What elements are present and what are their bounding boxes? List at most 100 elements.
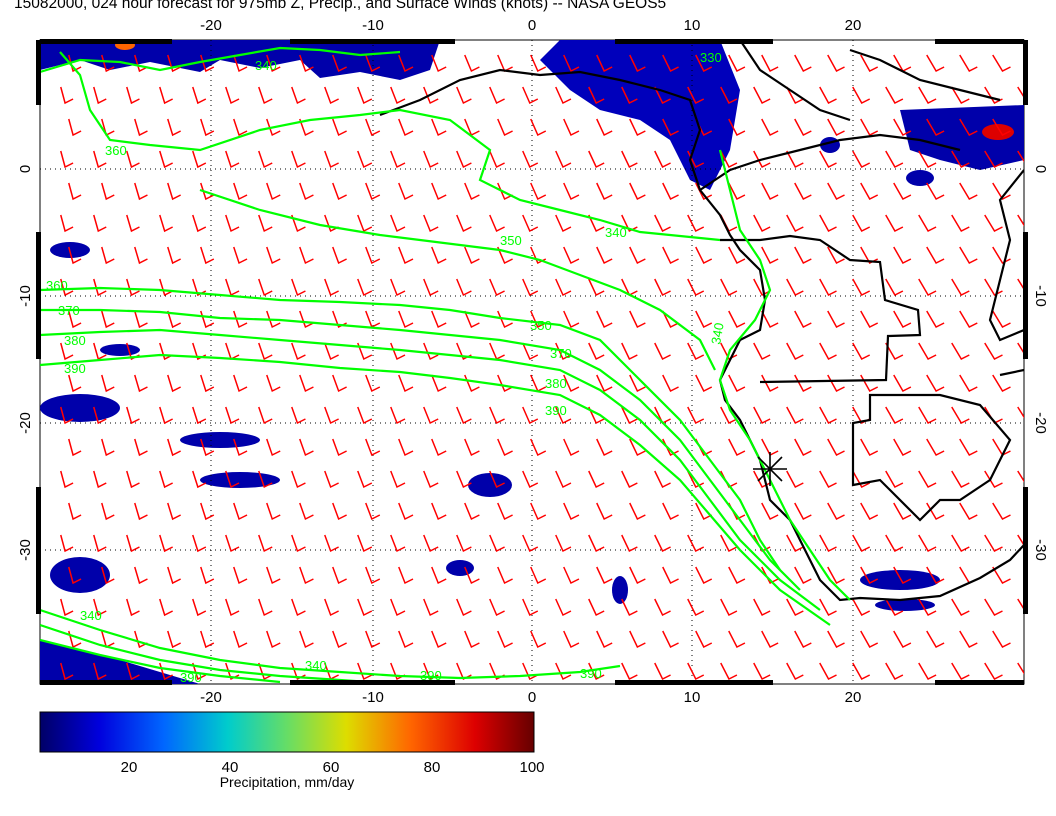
wind-barb xyxy=(588,406,605,425)
wind-barb xyxy=(390,278,406,297)
wind-barb xyxy=(324,406,339,425)
wind-barb xyxy=(357,86,373,105)
wind-barb xyxy=(522,470,539,489)
wind-barb xyxy=(60,342,74,361)
contour-label: 390 xyxy=(580,666,602,681)
wind-barb xyxy=(68,246,82,265)
wind-barb xyxy=(266,182,281,201)
wind-barb xyxy=(233,566,248,585)
wind-barb xyxy=(563,118,580,137)
wind-barb xyxy=(68,54,82,73)
wind-barbs xyxy=(60,54,1044,681)
wind-barb xyxy=(621,470,638,489)
wind-barb xyxy=(423,598,439,617)
wind-barb xyxy=(819,214,837,232)
wind-barb xyxy=(959,54,978,72)
wind-barb xyxy=(126,534,140,553)
wind-barb xyxy=(596,310,613,329)
wind-barb xyxy=(332,502,347,521)
wind-barb xyxy=(522,214,539,233)
wind-barb xyxy=(893,374,912,392)
wind-barb xyxy=(629,310,646,329)
wind-barb xyxy=(629,54,646,73)
wind-barb xyxy=(332,182,347,201)
wind-barb xyxy=(893,630,912,648)
wind-barb xyxy=(588,662,605,681)
wind-barb xyxy=(431,118,447,137)
wind-barb xyxy=(827,630,845,648)
wind-barb xyxy=(398,566,414,585)
wind-barb xyxy=(1026,567,1044,583)
wind-barb xyxy=(332,246,347,265)
wind-barb xyxy=(324,86,339,105)
wind-barb xyxy=(299,374,314,393)
wind-barb xyxy=(530,438,547,457)
wind-barb xyxy=(992,566,1011,584)
wind-barb xyxy=(68,502,82,521)
wind-barb xyxy=(332,118,347,137)
wind-barb xyxy=(596,54,613,73)
wind-barb xyxy=(398,310,414,329)
wind-barb xyxy=(126,214,140,233)
wind-barb xyxy=(629,182,646,201)
wind-barb xyxy=(794,182,812,200)
lat-ticks-left: 0 -10 -20 -30 xyxy=(17,165,34,561)
wind-barb xyxy=(596,502,613,521)
wind-barb xyxy=(324,150,339,169)
wind-barb xyxy=(588,214,605,233)
wind-barb xyxy=(992,502,1011,520)
wind-barb xyxy=(654,598,671,617)
wind-barb xyxy=(530,54,547,73)
wind-barb xyxy=(761,374,779,392)
wind-barb xyxy=(918,86,937,104)
wind-barb xyxy=(753,214,771,232)
wind-barb xyxy=(522,534,539,553)
wind-barb xyxy=(390,470,406,489)
wind-barb xyxy=(390,86,406,105)
wind-barb xyxy=(563,438,580,457)
wind-barb xyxy=(959,246,978,264)
wind-barb xyxy=(357,598,373,617)
wind-barb xyxy=(926,118,945,136)
wind-barb xyxy=(621,342,638,361)
wind-barb xyxy=(423,86,439,105)
wind-barb xyxy=(918,406,937,424)
wind-barb xyxy=(167,118,181,137)
wind-barb xyxy=(992,630,1011,648)
wind-barb xyxy=(398,630,414,649)
wind-barb xyxy=(489,406,505,425)
wind-barb xyxy=(951,598,970,616)
wind-barb xyxy=(926,246,945,264)
wind-barb xyxy=(266,374,281,393)
wind-barb xyxy=(951,470,970,488)
wind-barb xyxy=(291,534,306,553)
lat-ticks-right: 0 -10 -20 -30 xyxy=(1032,165,1049,561)
wind-barb xyxy=(753,598,771,616)
wind-barb xyxy=(299,630,314,649)
wind-barb xyxy=(959,310,978,328)
wind-barb xyxy=(621,534,638,553)
wind-barb xyxy=(299,566,314,585)
wind-barb xyxy=(926,310,945,328)
wind-barb xyxy=(101,566,115,585)
wind-barb xyxy=(291,598,306,617)
wind-barb xyxy=(588,342,605,361)
wind-barb xyxy=(101,246,115,265)
wind-barb xyxy=(786,470,804,488)
wind-barb xyxy=(563,310,580,329)
wind-barb xyxy=(299,502,314,521)
wind-barb xyxy=(555,278,572,297)
wind-barb xyxy=(992,118,1011,136)
wind-barb xyxy=(728,54,746,73)
wind-barb xyxy=(299,182,314,201)
wind-barb xyxy=(852,86,871,104)
wind-barb xyxy=(93,278,107,297)
wind-barb xyxy=(695,630,713,649)
wind-barb xyxy=(93,534,107,553)
wind-barb xyxy=(192,598,207,617)
lon-tick: -20 xyxy=(200,17,222,34)
wind-barb xyxy=(555,86,572,105)
wind-barb xyxy=(555,662,572,681)
wind-barb xyxy=(332,54,347,73)
wind-barb xyxy=(827,438,845,456)
